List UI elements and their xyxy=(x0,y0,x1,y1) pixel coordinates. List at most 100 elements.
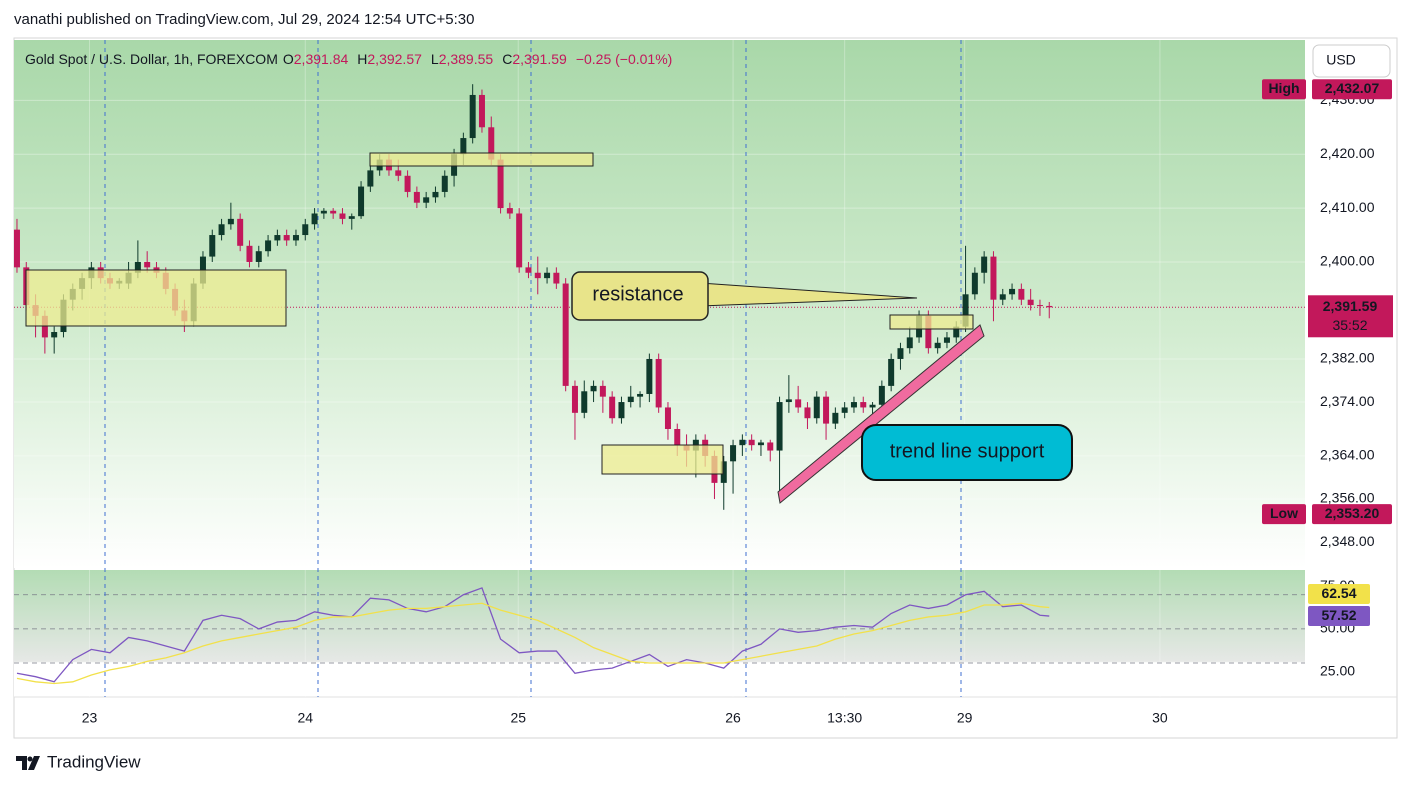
currency-label[interactable]: USD xyxy=(1326,52,1356,68)
candle-body xyxy=(516,213,523,268)
candle-body xyxy=(906,337,913,349)
currency-button[interactable] xyxy=(1312,44,1391,78)
candle-body xyxy=(776,402,783,451)
candle-body xyxy=(1009,288,1016,295)
candle-body xyxy=(1036,305,1043,307)
candle-body xyxy=(860,402,867,408)
session-breaks xyxy=(104,40,962,697)
legend: Gold Spot / U.S. Dollar, 1h, FOREXCOM O 2,… xyxy=(25,51,672,67)
footer-brand: TradingView xyxy=(47,752,141,771)
candle-body xyxy=(432,191,439,198)
legend-value: 2,391.59 xyxy=(512,51,567,67)
candle-body xyxy=(841,407,848,413)
candle-body xyxy=(934,342,941,349)
candle-body xyxy=(506,208,513,214)
y-tick-label: 2,410.00 xyxy=(1320,199,1375,215)
candle-body xyxy=(999,294,1006,300)
candle-body xyxy=(339,213,346,219)
rsi-value-text: 62.54 xyxy=(1321,585,1356,601)
candle-body xyxy=(41,315,48,338)
candle-body xyxy=(795,399,802,408)
candle-body xyxy=(283,235,290,241)
candle-body xyxy=(739,439,746,446)
candle-body xyxy=(358,186,365,217)
candle-body xyxy=(971,272,978,295)
x-tick-label: 13:30 xyxy=(827,710,862,726)
candle-body xyxy=(1027,299,1034,306)
legend-value: 2,392.57 xyxy=(367,51,422,67)
candle-body xyxy=(246,245,253,262)
zone xyxy=(25,269,287,327)
x-tick-label: 29 xyxy=(957,710,973,726)
candle-body xyxy=(990,256,997,300)
candle-body xyxy=(302,224,309,236)
zone xyxy=(369,152,594,167)
legend-key: C xyxy=(502,51,512,67)
callout-text: resistance xyxy=(592,283,683,305)
candle-body xyxy=(757,442,764,446)
candle-body xyxy=(218,224,225,236)
candle-body xyxy=(255,251,262,262)
legend-change: −0.25 (−0.01%) xyxy=(576,51,673,67)
x-tick-label: 26 xyxy=(725,710,741,726)
candle-body xyxy=(804,407,811,419)
candle-body xyxy=(897,348,904,359)
candle-body xyxy=(134,261,141,273)
candle-body xyxy=(767,442,774,451)
candle-body xyxy=(627,396,634,403)
candle-body xyxy=(330,210,337,214)
candle-body xyxy=(785,399,792,403)
tv-logo xyxy=(16,756,40,770)
legend-symbol: Gold Spot / U.S. Dollar, 1h, FOREXCOM xyxy=(25,51,278,67)
trend-line xyxy=(777,324,985,504)
candle-body xyxy=(227,218,234,225)
last-price-text: 2,391.59 xyxy=(1323,298,1378,314)
zone xyxy=(889,314,974,330)
y-tick-label: 2,420.00 xyxy=(1320,145,1375,161)
resistance-callout xyxy=(571,271,709,321)
candle-body xyxy=(720,461,727,483)
candle-body xyxy=(311,213,318,225)
candle-body xyxy=(888,358,895,386)
legend-key: H xyxy=(357,51,367,67)
y-tick-label: 2,400.00 xyxy=(1320,253,1375,269)
candle-body xyxy=(51,332,58,338)
legend-key: O xyxy=(283,51,294,67)
rsi-line xyxy=(16,602,1050,685)
y-tick-label: 2,356.00 xyxy=(1320,490,1375,506)
y-tick-label: 2,364.00 xyxy=(1320,447,1375,463)
candle-body xyxy=(730,445,737,462)
candle-body xyxy=(441,175,448,192)
low-tag-box xyxy=(1262,504,1306,525)
candle-body xyxy=(664,407,671,429)
candle-body xyxy=(943,337,950,343)
rsi-line xyxy=(16,587,1050,683)
rsi-tick-label: 25.00 xyxy=(1320,662,1355,678)
candle-body xyxy=(404,175,411,192)
candle-body xyxy=(1018,288,1025,300)
candle-body xyxy=(832,412,839,424)
legend-value: 2,389.55 xyxy=(439,51,494,67)
candle-body xyxy=(562,283,569,386)
high-value-box xyxy=(1312,79,1392,100)
high-tag-box xyxy=(1262,79,1306,100)
candle-body xyxy=(478,94,485,128)
candle-body xyxy=(590,385,597,392)
candle-body xyxy=(395,170,402,176)
tv-logo-dot xyxy=(27,756,33,762)
candle-body xyxy=(144,261,151,268)
candle-body xyxy=(1046,305,1053,308)
candle-body xyxy=(469,94,476,139)
zone xyxy=(601,444,724,475)
candle-body xyxy=(460,138,467,155)
candle-body xyxy=(423,197,430,203)
candle-body xyxy=(953,326,960,338)
x-tick-label: 30 xyxy=(1152,710,1168,726)
candle-body xyxy=(599,385,606,397)
candle-body xyxy=(962,294,969,327)
rsi-pane xyxy=(14,570,1305,697)
callout-text: trend line support xyxy=(890,440,1045,462)
candle-body xyxy=(925,315,932,349)
candle-body xyxy=(637,393,644,397)
